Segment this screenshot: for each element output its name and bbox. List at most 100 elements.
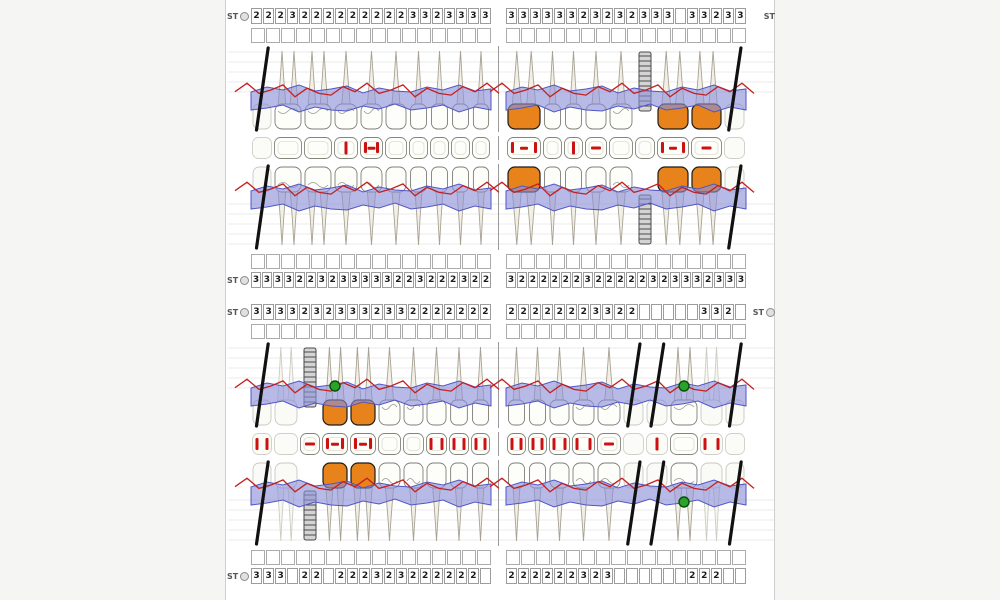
measurement-box[interactable] [296,323,311,339]
probing-depth-box[interactable]: 2 [479,304,491,320]
measurement-box[interactable] [341,27,356,43]
measurement-box[interactable] [476,323,491,339]
measurement-box[interactable] [401,323,416,339]
measurement-box[interactable] [401,549,416,565]
measurement-box[interactable] [656,549,671,565]
probing-depth-box[interactable]: 3 [554,8,566,24]
measurement-box[interactable] [446,253,461,269]
occlusal-tooth[interactable] [252,137,272,159]
probing-depth-box[interactable]: 2 [578,8,590,24]
measurement-box[interactable] [626,549,641,565]
measurement-box[interactable] [281,549,296,565]
measurement-box[interactable] [716,323,731,339]
measurement-box[interactable] [521,323,536,339]
probing-depth-box[interactable]: 3 [578,568,590,584]
probing-depth-box[interactable]: 2 [626,304,638,320]
probing-depth-box[interactable]: 2 [554,304,566,320]
probing-depth-box[interactable]: 3 [287,304,299,320]
probing-depth-box[interactable]: 2 [542,304,554,320]
measurement-box[interactable] [671,323,686,339]
probing-depth-box[interactable]: 3 [347,304,359,320]
probing-depth-box[interactable] [662,304,674,320]
probing-depth-box[interactable]: 3 [710,304,722,320]
probing-depth-box[interactable]: 2 [530,304,542,320]
probing-depth-box[interactable]: 2 [263,8,275,24]
measurement-box[interactable] [596,549,611,565]
measurement-box[interactable] [731,323,746,339]
probing-depth-box[interactable]: 3 [722,8,734,24]
probing-depth-box[interactable]: 2 [335,8,347,24]
probing-depth-box[interactable]: 3 [455,8,467,24]
occlusal-tooth[interactable] [507,433,526,455]
measurement-box[interactable] [716,27,731,43]
measurement-box[interactable] [536,253,551,269]
probing-depth-box[interactable]: 3 [479,8,491,24]
occlusal-tooth[interactable] [657,137,689,159]
probing-depth-box[interactable]: 2 [626,272,637,288]
measurement-box[interactable] [341,549,356,565]
measurement-box[interactable] [656,27,671,43]
probing-depth-box[interactable]: 2 [698,568,710,584]
probing-depth-box[interactable]: 2 [335,568,347,584]
measurement-box[interactable] [731,549,746,565]
probing-depth-box[interactable]: 2 [554,568,566,584]
measurement-box[interactable] [446,549,461,565]
probing-depth-box[interactable] [734,304,746,320]
probing-depth-box[interactable]: 2 [590,568,602,584]
measurement-box[interactable] [566,323,581,339]
measurement-box[interactable] [461,253,476,269]
measurement-box[interactable] [446,323,461,339]
occlusal-tooth[interactable] [528,433,547,455]
probing-depth-box[interactable]: 3 [275,568,287,584]
furcation-marker[interactable] [678,380,690,392]
measurement-box[interactable] [356,549,371,565]
measurement-box[interactable] [536,27,551,43]
measurement-box[interactable] [431,323,446,339]
measurement-box[interactable] [551,27,566,43]
measurement-box[interactable] [686,323,701,339]
lower-lingual-teeth-row[interactable] [226,458,776,548]
measurement-box[interactable] [416,549,431,565]
measurement-box[interactable] [551,253,566,269]
probing-depth-box[interactable]: 2 [593,272,604,288]
probing-depth-box[interactable]: 2 [419,304,431,320]
measurement-box[interactable] [251,549,266,565]
lower-facial-teeth-row[interactable] [226,340,776,430]
probing-depth-box[interactable]: 2 [323,8,335,24]
probing-depth-box[interactable]: 3 [275,304,287,320]
occlusal-tooth[interactable] [300,433,320,455]
probing-depth-box[interactable]: 3 [311,304,323,320]
measurement-box[interactable] [266,253,281,269]
st-settings-icon[interactable] [240,571,250,581]
occlusal-tooth[interactable] [507,137,541,159]
measurement-box[interactable] [596,323,611,339]
st-settings-icon[interactable] [240,11,250,21]
occlusal-tooth[interactable] [564,137,583,159]
measurement-box[interactable] [566,253,581,269]
probing-depth-box[interactable]: 2 [506,304,518,320]
measurement-box[interactable] [626,27,641,43]
measurement-box[interactable] [671,27,686,43]
measurement-box[interactable] [311,323,326,339]
probing-depth-box[interactable]: 2 [305,272,316,288]
measurement-box[interactable] [356,323,371,339]
probing-depth-box[interactable]: 2 [448,272,459,288]
probing-depth-box[interactable]: 3 [251,272,261,288]
probing-depth-box[interactable]: 2 [455,568,467,584]
probing-depth-box[interactable]: 2 [443,304,455,320]
probing-depth-box[interactable]: 3 [506,8,518,24]
probing-depth-box[interactable]: 2 [347,8,359,24]
measurement-box[interactable] [716,549,731,565]
measurement-box[interactable] [281,253,296,269]
probing-depth-box[interactable]: 2 [703,272,714,288]
occlusal-tooth[interactable] [471,433,490,455]
measurement-box[interactable] [641,27,656,43]
probing-depth-box[interactable]: 3 [467,8,479,24]
measurement-box[interactable] [551,549,566,565]
probing-depth-box[interactable]: 2 [549,272,560,288]
probing-depth-box[interactable]: 2 [299,304,311,320]
probing-depth-box[interactable]: 3 [283,272,294,288]
occlusal-tooth[interactable] [385,137,407,159]
measurement-box[interactable] [686,253,701,269]
measurement-box[interactable] [611,549,626,565]
